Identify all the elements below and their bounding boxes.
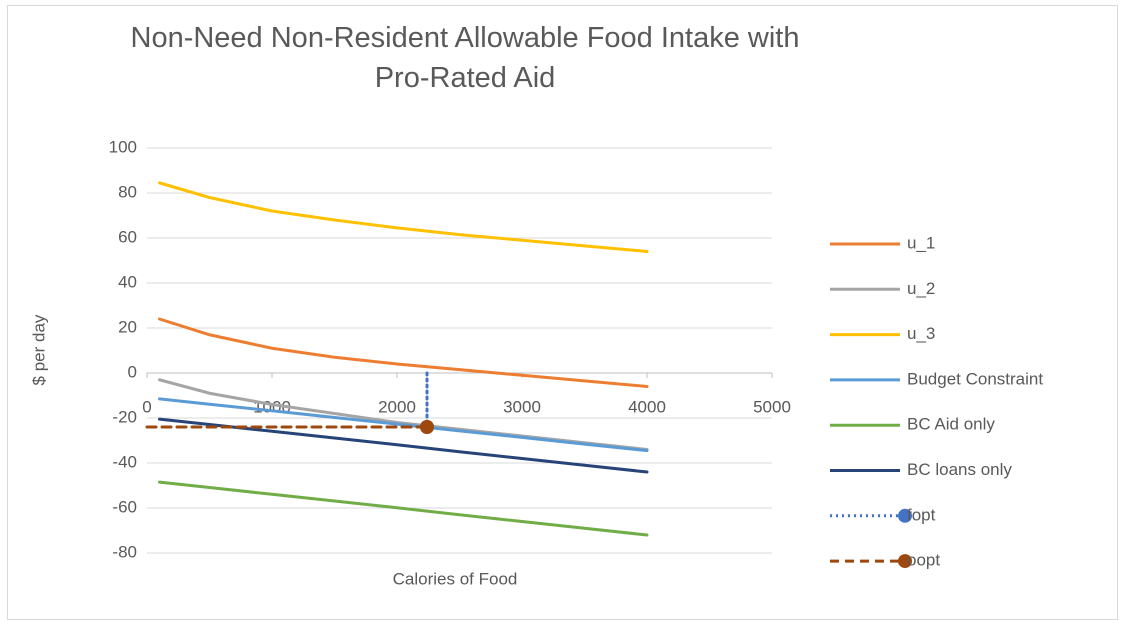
x-tick-label: 3000: [503, 397, 541, 416]
x-tick-label: 0: [142, 397, 151, 416]
legend-label: fopt: [907, 505, 936, 524]
series-line: [158, 317, 649, 388]
y-tick-label: 80: [118, 182, 137, 201]
y-tick-label: -20: [112, 407, 137, 426]
legend-label: oopt: [907, 551, 940, 570]
y-tick-label: -60: [112, 497, 137, 516]
legend-label: u_3: [907, 324, 935, 343]
x-tick-label: 5000: [753, 397, 791, 416]
y-tick-label: -80: [112, 542, 137, 561]
legend-marker: [898, 554, 912, 569]
legend-label: BC Aid only: [907, 415, 995, 434]
series-line: [158, 480, 649, 537]
legend-label: u_1: [907, 233, 935, 252]
y-tick-label: 100: [109, 137, 137, 156]
series-line: [158, 397, 649, 453]
legend-label: BC loans only: [907, 460, 1012, 479]
y-tick-label: 60: [118, 227, 137, 246]
legend-label: u_2: [907, 279, 935, 298]
y-tick-label: 0: [128, 362, 137, 381]
y-tick-label: 40: [118, 272, 137, 291]
series-marker: [420, 420, 434, 434]
y-tick-label: 20: [118, 317, 137, 336]
series-line: [158, 181, 649, 253]
y-tick-label: -40: [112, 452, 137, 471]
x-axis-label: Calories of Food: [393, 569, 518, 588]
x-tick-label: 4000: [628, 397, 666, 416]
x-tick-label: 2000: [378, 397, 416, 416]
legend-marker: [898, 508, 912, 523]
legend-label: Budget Constraint: [907, 369, 1043, 388]
y-axis-label: $ per day: [29, 314, 48, 385]
chart-title: Non-Need Non-Resident Allowable Food Int…: [130, 22, 800, 94]
chart-border: [7, 5, 1118, 620]
